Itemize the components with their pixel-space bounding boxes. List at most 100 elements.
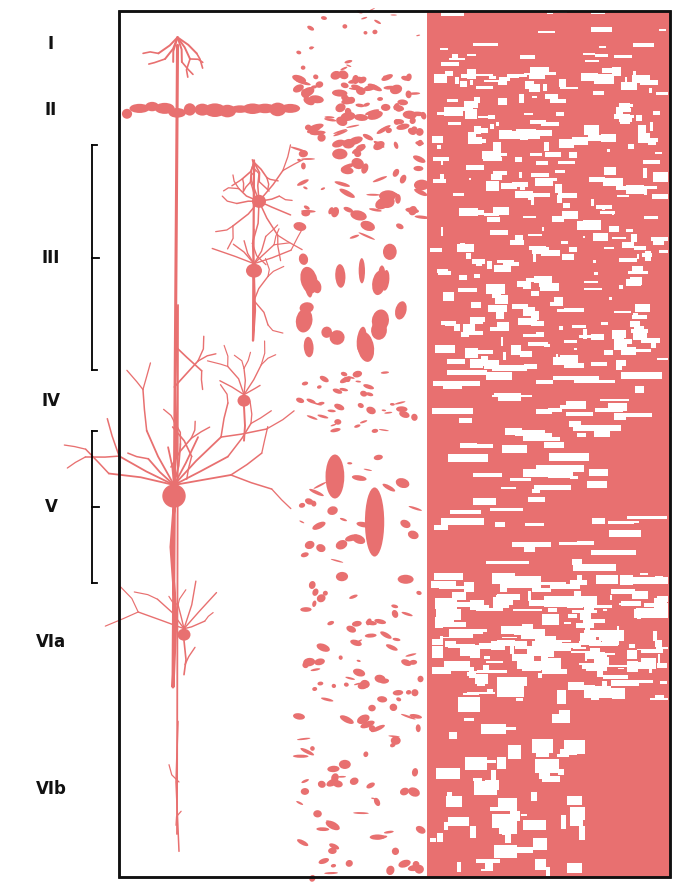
Bar — [651, 123, 653, 131]
Bar — [474, 129, 488, 132]
Bar — [559, 79, 566, 87]
Ellipse shape — [290, 147, 307, 152]
Bar — [655, 152, 662, 155]
Ellipse shape — [330, 330, 345, 345]
Bar — [653, 111, 660, 115]
Bar — [571, 651, 599, 654]
Bar — [473, 361, 479, 365]
Bar — [503, 446, 527, 453]
Bar — [589, 642, 617, 646]
Bar — [458, 697, 480, 712]
Bar — [620, 115, 630, 124]
Ellipse shape — [354, 150, 361, 157]
Bar — [566, 797, 582, 805]
Bar — [463, 323, 475, 333]
Bar — [486, 780, 499, 789]
Bar — [525, 523, 543, 526]
Ellipse shape — [317, 594, 326, 602]
Bar — [486, 284, 505, 294]
Bar — [492, 293, 501, 298]
Bar — [490, 123, 494, 130]
Ellipse shape — [350, 639, 362, 646]
Ellipse shape — [332, 684, 336, 688]
Bar — [464, 718, 474, 721]
Ellipse shape — [301, 552, 309, 558]
Bar — [432, 638, 443, 645]
Bar — [641, 186, 658, 189]
Ellipse shape — [311, 668, 320, 671]
Bar — [500, 608, 503, 611]
Bar — [653, 172, 668, 182]
Bar — [593, 234, 608, 241]
Ellipse shape — [341, 167, 354, 174]
Bar — [500, 594, 520, 600]
Bar — [558, 597, 585, 600]
Ellipse shape — [394, 105, 404, 111]
Bar — [586, 664, 607, 671]
Ellipse shape — [335, 181, 350, 187]
Bar — [478, 115, 488, 118]
Ellipse shape — [297, 179, 309, 186]
Bar — [440, 48, 447, 50]
Bar — [512, 182, 528, 187]
Ellipse shape — [390, 14, 397, 16]
Bar — [461, 74, 471, 78]
Bar — [602, 637, 619, 646]
Ellipse shape — [349, 595, 358, 599]
Ellipse shape — [301, 779, 309, 783]
Bar — [494, 265, 511, 272]
Bar — [615, 413, 652, 417]
Ellipse shape — [392, 848, 399, 855]
Ellipse shape — [381, 409, 386, 411]
Bar — [616, 361, 626, 367]
Ellipse shape — [393, 690, 403, 695]
Bar — [536, 408, 552, 415]
Ellipse shape — [386, 644, 398, 651]
Bar — [639, 125, 646, 134]
Bar — [449, 58, 465, 60]
Bar — [486, 372, 511, 380]
Ellipse shape — [296, 51, 301, 54]
Bar — [524, 73, 535, 75]
Bar — [526, 278, 535, 282]
Bar — [585, 700, 670, 877]
Bar — [580, 612, 591, 620]
Bar — [511, 626, 519, 629]
Bar — [584, 686, 611, 698]
Bar — [493, 726, 516, 731]
Ellipse shape — [414, 179, 429, 190]
Bar — [476, 607, 503, 611]
Bar — [536, 744, 549, 757]
Bar — [591, 27, 612, 32]
Ellipse shape — [409, 92, 420, 95]
Ellipse shape — [400, 788, 409, 796]
Bar — [541, 122, 560, 126]
Bar — [528, 234, 542, 235]
Bar — [541, 250, 560, 256]
Ellipse shape — [309, 875, 316, 882]
Bar — [473, 778, 482, 781]
Ellipse shape — [321, 698, 333, 702]
Ellipse shape — [304, 337, 313, 357]
Bar — [613, 237, 626, 240]
Bar — [452, 592, 466, 599]
Ellipse shape — [381, 270, 390, 290]
Bar — [440, 174, 444, 181]
Ellipse shape — [340, 518, 347, 521]
Bar — [466, 671, 476, 676]
Bar — [542, 614, 559, 624]
Ellipse shape — [301, 210, 316, 212]
Bar — [449, 122, 462, 125]
Ellipse shape — [219, 105, 236, 117]
Bar — [500, 487, 515, 489]
Ellipse shape — [307, 416, 318, 420]
Bar — [589, 177, 605, 182]
Bar — [483, 157, 502, 162]
Bar — [447, 359, 466, 364]
Ellipse shape — [335, 264, 345, 288]
Bar — [627, 516, 667, 519]
Bar — [492, 174, 502, 180]
Bar — [486, 181, 499, 191]
Bar — [635, 386, 645, 393]
Bar — [575, 591, 581, 596]
